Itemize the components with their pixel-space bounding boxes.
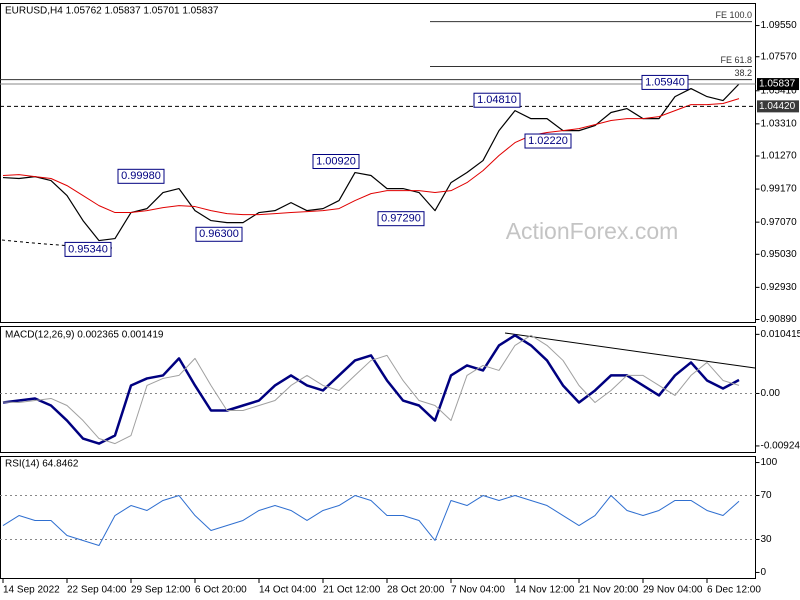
rsi-panel xyxy=(0,456,756,579)
y-tick-label: 100 xyxy=(761,457,778,468)
macd-trend-line xyxy=(504,332,756,369)
swing-box xyxy=(473,92,521,108)
y-tick-label: 0.95030 xyxy=(761,249,798,260)
y-tick-label: 0.90890 xyxy=(761,314,798,325)
swing-label: 0.95340 xyxy=(68,243,108,255)
swing-box xyxy=(641,74,689,90)
series-line xyxy=(2,334,740,445)
swing-box xyxy=(64,241,112,257)
swing-label: 1.00920 xyxy=(316,155,356,167)
swing-box xyxy=(117,168,165,184)
y-tick-label: 0.010415 xyxy=(761,329,800,340)
swing-box xyxy=(195,226,243,242)
y-tick-label: 70 xyxy=(761,490,773,501)
fib-label: FE 100.0 xyxy=(715,10,752,20)
y-tick-label: 1.01270 xyxy=(761,151,798,162)
x-tick-label: 21 Oct 12:00 xyxy=(323,585,381,596)
watermark: ActionForex.com xyxy=(506,218,679,244)
y-tick-label: 0.92930 xyxy=(761,282,798,293)
swing-label: 0.99980 xyxy=(121,170,161,182)
price-marker xyxy=(757,100,799,113)
x-tick-label: 22 Sep 04:00 xyxy=(67,585,127,596)
swing-label: 1.05940 xyxy=(645,76,685,88)
x-tick-label: 14 Nov 12:00 xyxy=(515,585,575,596)
swing-label: 1.02220 xyxy=(528,135,568,147)
y-tick-label: 1.03310 xyxy=(761,118,798,129)
price-marker-label: 1.05837 xyxy=(759,79,796,90)
x-tick-label: 29 Sep 12:00 xyxy=(131,585,191,596)
x-tick-label: 7 Nov 04:00 xyxy=(451,585,505,596)
price-marker-label: 1.04420 xyxy=(759,101,796,112)
fib-label: 38.2 xyxy=(734,68,752,78)
y-tick-label: 1.07570 xyxy=(761,51,798,62)
y-tick-label: 0 xyxy=(761,567,767,578)
swing-box xyxy=(312,154,360,170)
fib-label: FE 61.8 xyxy=(720,55,752,65)
y-tick-label: 1.05410 xyxy=(761,85,798,96)
swing-label: 0.97290 xyxy=(381,213,421,225)
x-tick-label: 6 Dec 12:00 xyxy=(707,585,761,596)
series-line xyxy=(2,495,740,547)
macd-title: MACD(12,26,9) 0.002365 0.001419 xyxy=(5,330,164,341)
x-tick-label: 29 Nov 04:00 xyxy=(643,585,703,596)
swing-label: 1.04810 xyxy=(477,94,517,106)
swing-label: 0.96300 xyxy=(199,228,239,240)
y-tick-label: 1.09550 xyxy=(761,20,798,31)
series-line xyxy=(2,83,740,242)
y-tick-label: 0.00 xyxy=(761,388,781,399)
x-tick-label: 28 Oct 20:00 xyxy=(387,585,445,596)
macd-panel xyxy=(0,326,756,453)
x-tick-label: 6 Oct 20:00 xyxy=(195,585,247,596)
rsi-title: RSI(14) 64.8462 xyxy=(5,459,79,470)
swing-box xyxy=(377,211,425,227)
y-tick-label: 0.99170 xyxy=(761,184,798,195)
series-line xyxy=(2,98,740,216)
x-tick-label: 14 Sep 2022 xyxy=(3,585,60,596)
y-tick-label: -0.009244 xyxy=(761,441,800,452)
x-tick-label: 14 Oct 04:00 xyxy=(259,585,317,596)
x-tick-label: 21 Nov 20:00 xyxy=(579,585,639,596)
y-tick-label: 30 xyxy=(761,534,773,545)
price-marker xyxy=(757,78,799,91)
series-line xyxy=(2,334,740,445)
y-tick-label: 0.97070 xyxy=(761,217,798,228)
swing-box xyxy=(524,133,572,149)
price-panel xyxy=(0,3,756,323)
price-title: EURUSD,H4 1.05762 1.05837 1.05701 1.0583… xyxy=(5,6,219,17)
